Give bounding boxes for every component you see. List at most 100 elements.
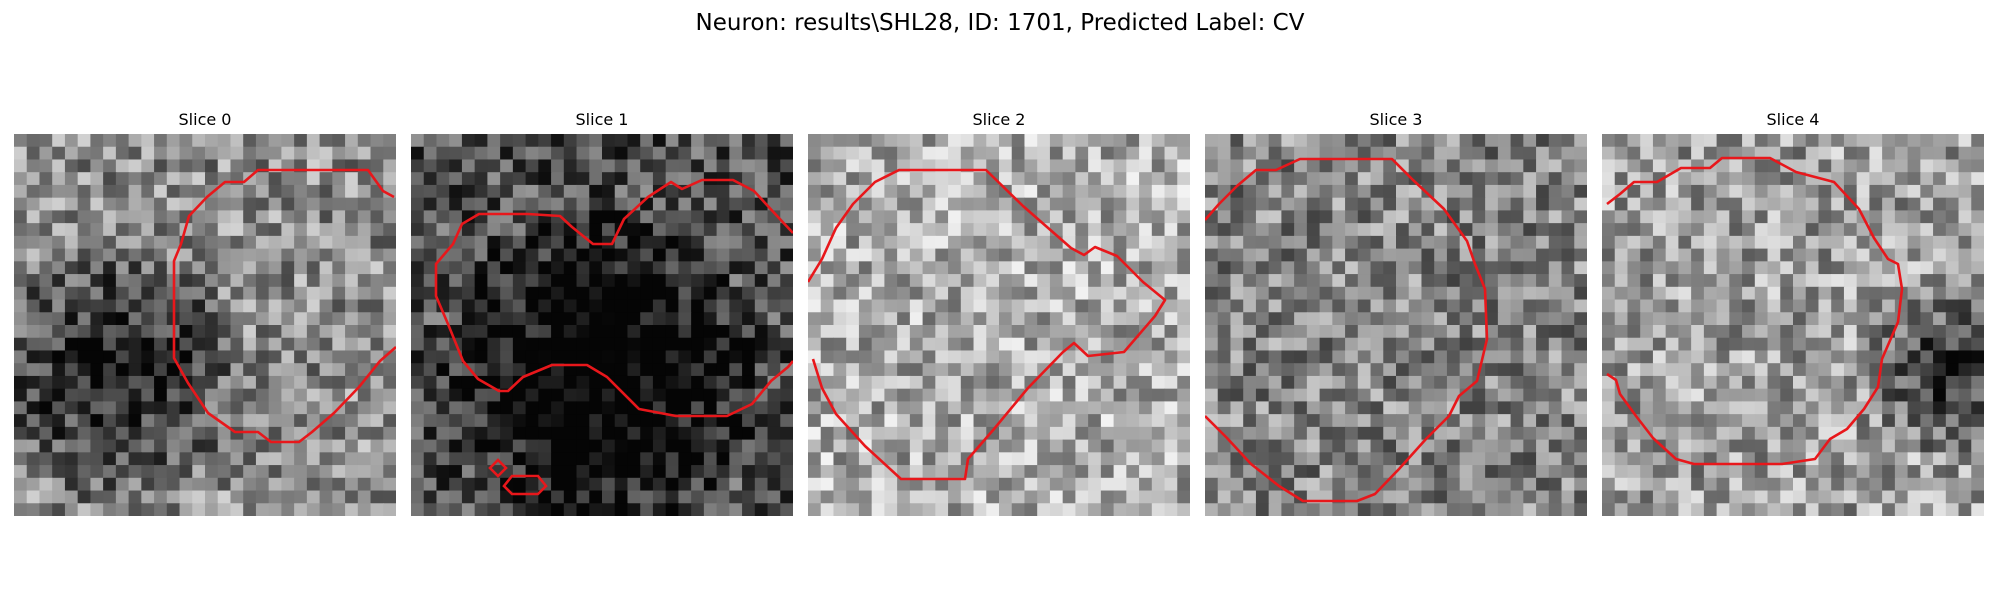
image-pixel — [742, 312, 756, 326]
image-pixel — [703, 490, 718, 504]
image-pixel — [935, 134, 949, 148]
image-pixel — [1113, 503, 1127, 516]
image-pixel — [1497, 197, 1512, 211]
image-pixel — [179, 146, 193, 161]
image-pixel — [1882, 363, 1896, 377]
image-pixel — [652, 363, 667, 377]
image-pixel — [948, 363, 962, 377]
image-pixel — [1780, 503, 1794, 516]
image-pixel — [1882, 146, 1896, 161]
image-pixel — [1627, 350, 1641, 364]
image-pixel — [1843, 172, 1858, 186]
image-pixel — [589, 439, 603, 453]
image-pixel — [858, 503, 873, 516]
image-pixel — [1561, 172, 1575, 186]
image-pixel — [1805, 159, 1820, 173]
image-pixel — [1177, 401, 1190, 415]
image-pixel — [1217, 210, 1232, 224]
image-pixel — [808, 426, 822, 441]
image-pixel — [1049, 248, 1064, 262]
image-pixel — [332, 325, 346, 339]
image-pixel — [833, 363, 847, 377]
image-pixel — [1614, 134, 1629, 148]
image-pixel — [563, 248, 578, 262]
image-pixel — [1894, 477, 1909, 492]
image-pixel — [411, 146, 425, 161]
image-pixel — [1357, 146, 1372, 161]
image-pixel — [179, 426, 193, 441]
image-pixel — [627, 134, 641, 148]
image-pixel — [820, 350, 835, 364]
image-pixel — [154, 490, 168, 504]
image-pixel — [602, 159, 616, 173]
image-pixel — [678, 465, 692, 479]
image-pixel — [1306, 274, 1321, 288]
image-pixel — [383, 465, 396, 479]
image-pixel — [255, 248, 270, 262]
image-pixel — [754, 184, 769, 199]
image-pixel — [858, 350, 873, 364]
image-pixel — [1396, 414, 1410, 428]
image-pixel — [729, 426, 743, 441]
image-pixel — [1113, 172, 1127, 186]
image-pixel — [871, 210, 885, 224]
image-pixel — [487, 477, 501, 492]
image-pixel — [192, 426, 206, 441]
image-pixel — [1971, 248, 1984, 262]
image-pixel — [973, 325, 987, 339]
image-pixel — [52, 375, 66, 390]
image-pixel — [115, 350, 130, 364]
image-pixel — [897, 172, 911, 186]
image-pixel — [1294, 223, 1308, 237]
image-pixel — [1255, 452, 1270, 466]
image-pixel — [1255, 490, 1270, 504]
image-pixel — [909, 363, 924, 377]
image-pixel — [1933, 248, 1947, 262]
image-pixel — [602, 452, 616, 466]
image-pixel — [780, 261, 793, 275]
image-pixel — [1255, 286, 1270, 301]
image-pixel — [1011, 274, 1026, 288]
image-pixel — [1907, 401, 1921, 415]
image-pixel — [1818, 134, 1832, 148]
image-pixel — [64, 490, 79, 504]
image-pixel — [602, 223, 616, 237]
image-pixel — [115, 223, 130, 237]
image-pixel — [306, 401, 321, 415]
image-pixel — [1640, 223, 1654, 237]
image-pixel — [64, 261, 79, 275]
image-pixel — [563, 414, 578, 428]
image-pixel — [1446, 286, 1461, 301]
image-pixel — [1370, 452, 1384, 466]
image-pixel — [1268, 401, 1282, 415]
image-pixel — [1716, 248, 1730, 262]
image-pixel — [103, 248, 117, 262]
image-pixel — [154, 363, 168, 377]
image-pixel — [1205, 350, 1219, 364]
image-pixel — [1037, 465, 1051, 479]
image-pixel — [1205, 146, 1219, 161]
image-pixel — [1614, 337, 1629, 352]
image-pixel — [1945, 477, 1960, 492]
image-pixel — [602, 426, 616, 441]
image-pixel — [1049, 401, 1064, 415]
image-pixel — [627, 223, 641, 237]
image-pixel — [986, 248, 1000, 262]
image-pixel — [1088, 401, 1102, 415]
image-pixel — [1281, 235, 1295, 250]
image-pixel — [281, 274, 295, 288]
image-pixel — [1177, 235, 1190, 250]
image-pixel — [1177, 388, 1190, 402]
image-pixel — [370, 197, 384, 211]
image-pixel — [1345, 452, 1359, 466]
image-pixel — [1665, 452, 1679, 466]
image-pixel — [436, 146, 450, 161]
image-pixel — [1665, 325, 1679, 339]
image-pixel — [1217, 414, 1232, 428]
image-pixel — [243, 337, 257, 352]
image-pixel — [871, 375, 885, 390]
image-pixel — [1459, 325, 1473, 339]
image-pixel — [640, 350, 654, 364]
image-pixel — [1370, 235, 1384, 250]
image-pixel — [780, 439, 793, 453]
